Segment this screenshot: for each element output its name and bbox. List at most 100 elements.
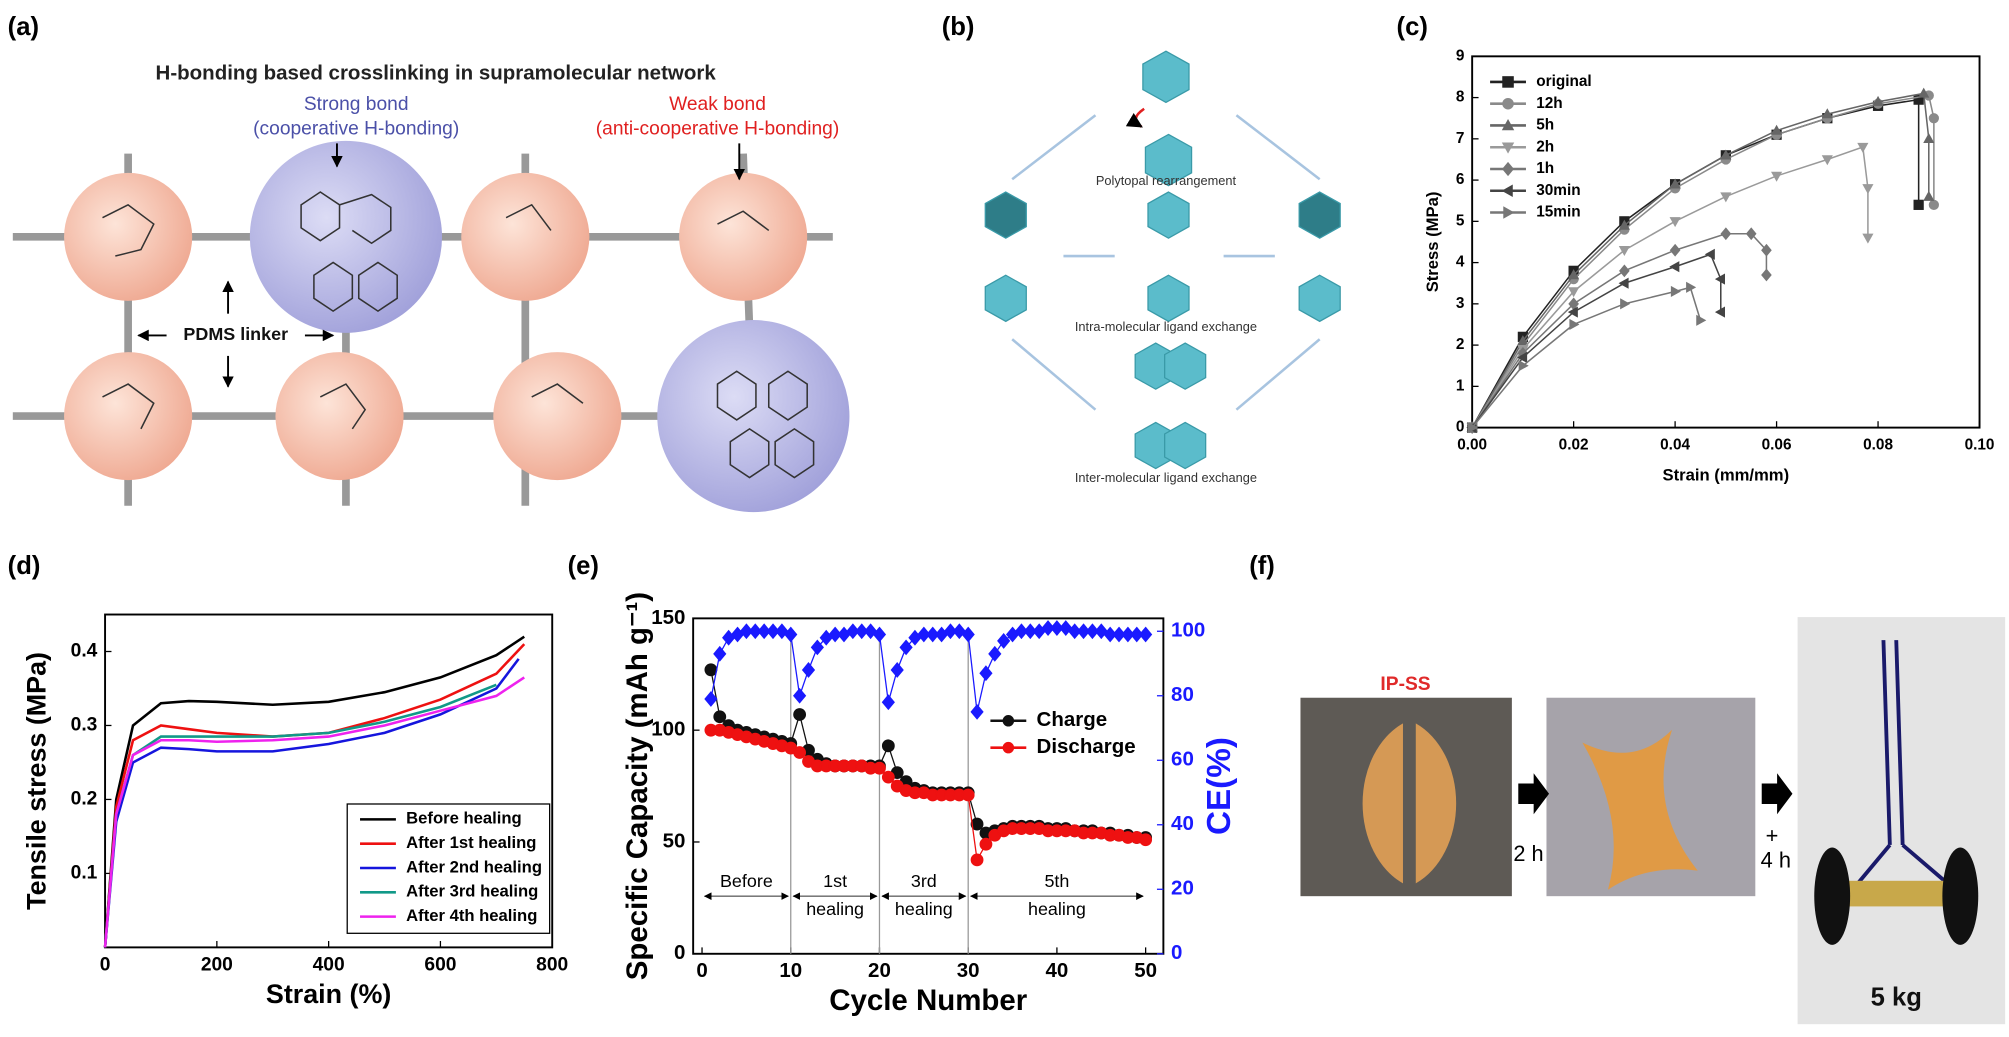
marker [846,623,860,640]
x-tick-label: 0.00 [1457,437,1487,454]
legend-marker [1502,97,1514,110]
marker [1041,620,1055,636]
y-tick-label: 4 [1456,254,1465,271]
plot-frame [692,617,1165,955]
series-line [1471,253,1722,429]
marker [1821,155,1833,166]
x-tick-label: 0.06 [1762,437,1792,454]
y2-tick-label: 20 [1171,877,1194,900]
marker [713,645,727,662]
linker-label: PDMS linker [183,324,288,344]
marker [1771,124,1783,135]
marker [704,663,718,677]
y-tick-label: 6 [1456,171,1465,188]
y-tick-label: 0.4 [71,641,98,662]
region-label: healing [895,899,953,919]
legend-label: 5h [1536,117,1554,134]
y2-tick-label: 60 [1171,748,1194,771]
marker [1720,227,1732,241]
inter-label: Inter-molecular ligand exchange [1075,470,1257,485]
marker [1714,273,1725,285]
marker [1139,626,1153,643]
plus-label: + [1766,823,1779,848]
y-tick-label: 100 [651,718,685,741]
y-tick-label: 9 [1456,47,1465,64]
x-tick-label: 800 [536,954,568,975]
y-axis-label: Tensile stress (MPa) [22,652,52,910]
legend-label: 15min [1536,204,1580,221]
marker [1568,287,1580,298]
marker [979,665,993,682]
marker [1745,227,1757,241]
marker [881,770,895,784]
y-tick-label: 0 [674,941,685,964]
y-tick-label: 0.1 [71,862,98,883]
legend-marker [1502,76,1514,88]
legend-marker [1501,142,1515,154]
marker [1121,626,1135,643]
marker [970,703,984,720]
marker [1619,264,1630,278]
marker [713,710,727,724]
nodes [64,140,850,513]
marker [881,694,895,711]
x-tick-label: 40 [1046,959,1069,982]
marker [1862,233,1874,244]
y2-tick-label: 80 [1171,683,1194,706]
chart: 0.00 0.02 0.04 0.06 0.08 0.10 0 1 2 3 4 5 6 7 8 9 Strain… [1423,47,1994,484]
marker [1704,248,1715,260]
marker [757,623,771,640]
marker [1618,219,1630,230]
y-tick-label: 5 [1456,212,1465,229]
series-line [1471,232,1768,429]
marker [1568,269,1580,280]
y-tick-label: 8 [1456,89,1465,106]
marker [1669,261,1680,273]
marker [855,623,869,640]
marker [1669,178,1681,189]
marker [970,853,984,867]
marker [1567,306,1578,318]
x-tick-label: 200 [201,954,233,975]
legend-marker [1502,161,1514,177]
y-tick-label: 2 [1456,336,1465,353]
series-line [103,676,525,948]
legend-label: 2h [1536,138,1554,155]
marker [1686,281,1697,293]
strong-bond-note: (cooperative H-bonding) [253,118,459,139]
legend-marker [1501,184,1513,197]
marker [1928,113,1939,124]
exchange-arrows [1011,114,1321,411]
marker [1023,623,1037,640]
legend-marker [1002,715,1015,727]
marker [1618,277,1629,289]
marker [997,633,1011,649]
step-label: 2 h [1513,841,1543,866]
marker [988,645,1002,662]
marker [961,788,975,802]
marker [1720,192,1732,203]
marker [1862,184,1874,195]
marker [793,708,807,721]
legend-label: original [1536,73,1591,90]
marker [1669,217,1681,228]
series-line [1471,286,1702,429]
series-line [710,627,1146,713]
strong-bond-label: Strong bond [304,94,409,115]
hexagons [984,50,1341,470]
legend-label: 1h [1536,160,1554,177]
marker [961,626,975,643]
marker [1103,626,1117,643]
legend-label: After 3rd healing [406,882,538,901]
marker [1918,87,1930,98]
y-tick-label: 7 [1456,130,1465,147]
marker [1467,422,1478,434]
panel-a-title: H-bonding based crosslinking in supramol… [156,62,717,85]
region-label: 3rd [911,871,937,891]
region-label: 1st [823,871,847,891]
marker [1857,142,1869,153]
panel-label: (f) [1249,552,1275,580]
marker [748,623,762,640]
y-tick-label: 1 [1456,377,1465,394]
marker [739,623,753,640]
